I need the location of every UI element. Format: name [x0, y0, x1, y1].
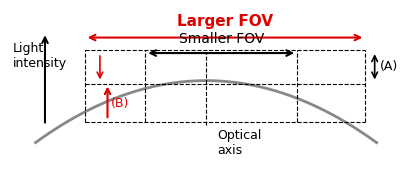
- Text: (A): (A): [380, 60, 399, 73]
- Text: Larger FOV: Larger FOV: [177, 14, 273, 29]
- Text: Light
intensity: Light intensity: [13, 43, 67, 71]
- Text: Optical
axis: Optical axis: [218, 129, 262, 157]
- Text: Smaller FOV: Smaller FOV: [178, 32, 264, 46]
- Text: (B): (B): [111, 96, 130, 110]
